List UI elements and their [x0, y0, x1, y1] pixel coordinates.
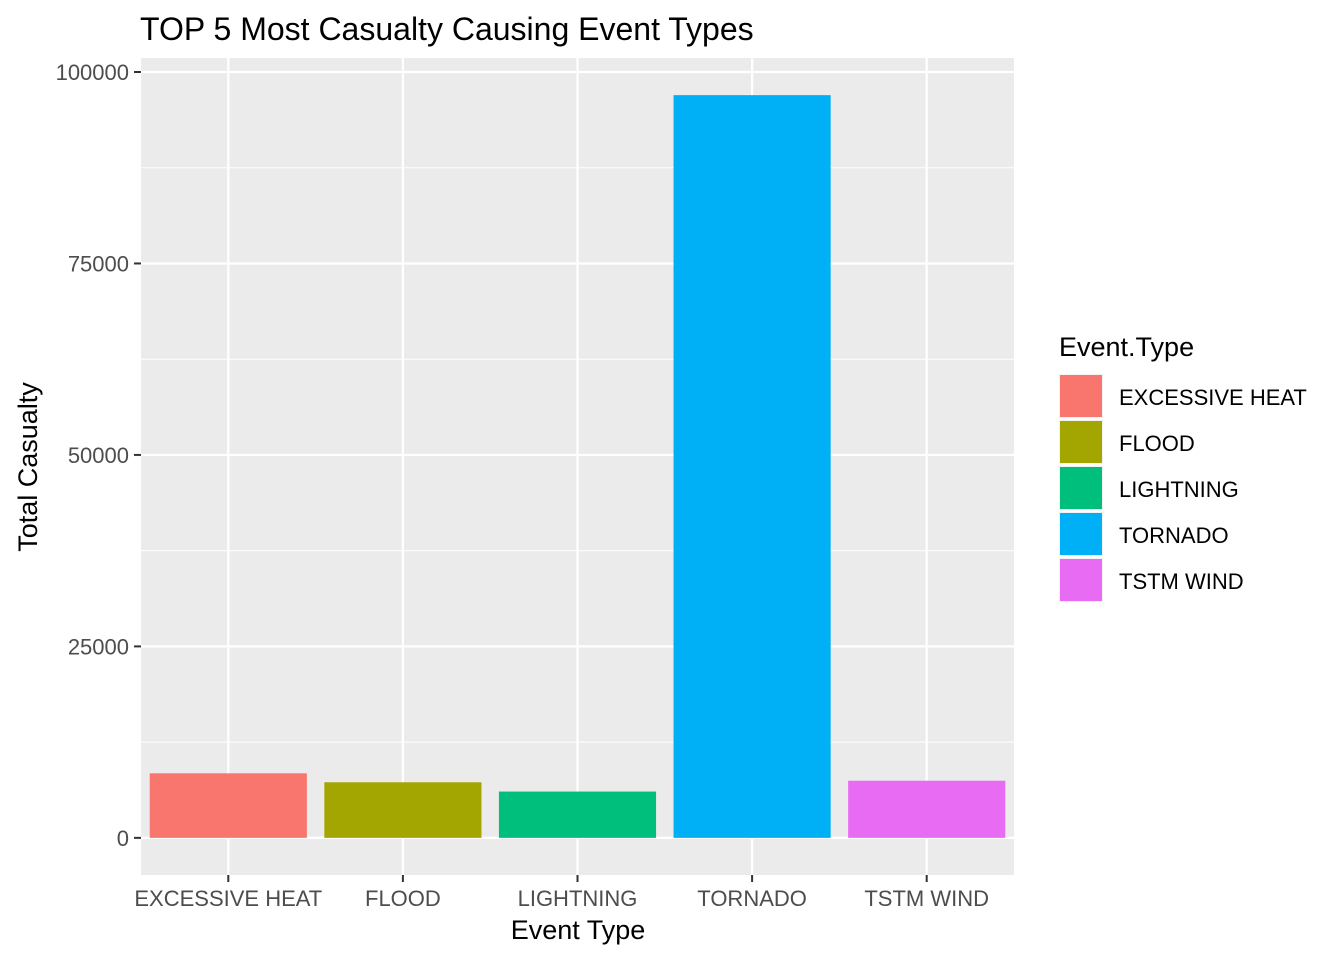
- x-axis-title: Event Type: [511, 915, 646, 945]
- legend: Event.Type EXCESSIVE HEAT FLOOD LIGHTNING T…: [1059, 332, 1307, 602]
- legend-label: TSTM WIND: [1119, 569, 1244, 594]
- y-tick-label: 100000: [56, 60, 129, 85]
- y-axis: 0 25000 50000 75000 100000: [56, 60, 141, 851]
- legend-swatch: [1060, 559, 1102, 601]
- legend-swatch: [1060, 513, 1102, 555]
- x-axis: EXCESSIVE HEAT FLOOD LIGHTNING TORNADO TSTM …: [134, 875, 989, 911]
- legend-title: Event.Type: [1059, 332, 1194, 362]
- legend-label: TORNADO: [1119, 523, 1229, 548]
- legend-label: EXCESSIVE HEAT: [1119, 385, 1307, 410]
- legend-label: FLOOD: [1119, 431, 1195, 456]
- bar-tstm-wind: [848, 780, 1006, 838]
- legend-swatch: [1060, 421, 1102, 463]
- bar-excessive-heat: [149, 773, 307, 838]
- bar-flood: [324, 782, 482, 838]
- x-tick-label: FLOOD: [365, 886, 441, 911]
- legend-swatch: [1060, 375, 1102, 417]
- y-tick-label: 75000: [68, 251, 129, 276]
- legend-items: EXCESSIVE HEAT FLOOD LIGHTNING TORNADO TSTM …: [1059, 374, 1307, 602]
- x-tick-label: TORNADO: [697, 886, 807, 911]
- x-tick-label: EXCESSIVE HEAT: [134, 886, 322, 911]
- y-tick-label: 25000: [68, 634, 129, 659]
- bars: [149, 95, 1006, 838]
- legend-label: LIGHTNING: [1119, 477, 1239, 502]
- y-axis-title: Total Casualty: [13, 382, 43, 552]
- y-tick-label: 0: [117, 826, 129, 851]
- major-gridlines: [141, 58, 1014, 875]
- bar-lightning: [498, 791, 657, 838]
- legend-swatch: [1060, 467, 1102, 509]
- bar-tornado: [673, 95, 831, 838]
- x-tick-label: TSTM WIND: [864, 886, 989, 911]
- y-tick-label: 50000: [68, 443, 129, 468]
- x-tick-label: LIGHTNING: [518, 886, 638, 911]
- chart-title: TOP 5 Most Casualty Causing Event Types: [140, 11, 754, 47]
